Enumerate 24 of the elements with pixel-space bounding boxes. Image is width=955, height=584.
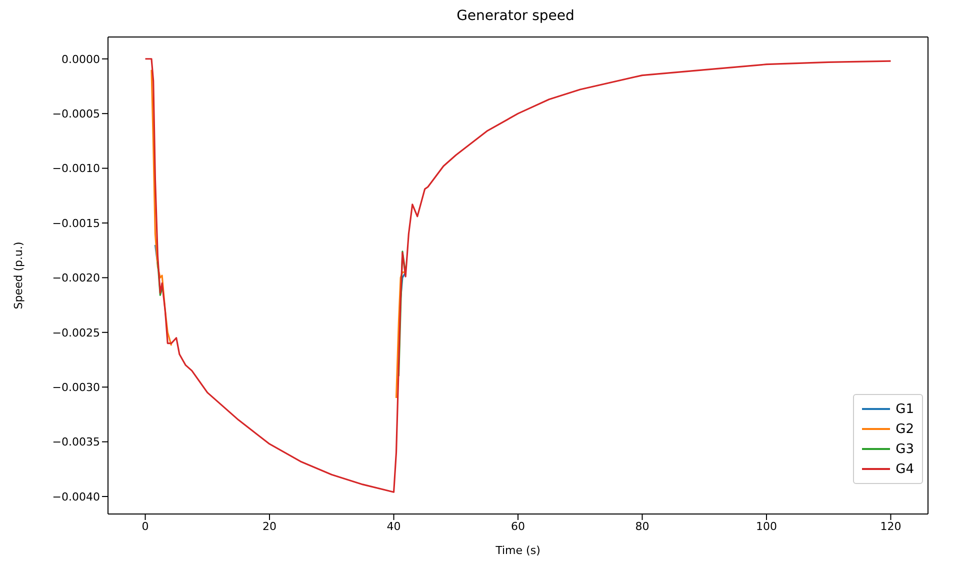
legend-label: G3	[896, 442, 914, 456]
x-tick-label: 60	[511, 520, 525, 533]
y-tick-label: 0.0000	[62, 52, 100, 66]
x-tick-label: 20	[262, 520, 277, 533]
x-axis-title: Time (s)	[494, 544, 540, 557]
y-tick-label: −0.0010	[52, 162, 100, 176]
y-tick-label: −0.0030	[52, 380, 100, 394]
x-tick-label: 100	[756, 520, 777, 533]
y-tick-label: −0.0020	[52, 272, 100, 285]
chart-title: Generator speed	[456, 8, 576, 26]
x-tick-label: 80	[635, 520, 650, 533]
legend-label: G4	[896, 462, 914, 476]
line-series	[144, 58, 892, 493]
y-tick-label: −0.0015	[52, 216, 100, 230]
y-tick-label: −0.0025	[52, 326, 100, 340]
y-tick-label: −0.0040	[52, 490, 100, 504]
x-tick-label: 0	[142, 520, 149, 533]
legend-label: G1	[896, 402, 914, 416]
x-tick-label: 120	[880, 520, 902, 533]
y-tick-label: −0.0005	[52, 107, 100, 120]
legend-label: G2	[896, 422, 914, 436]
y-tick-label: −0.0035	[52, 436, 100, 449]
x-tick-label: 40	[386, 520, 401, 533]
y-axis-title: Speed (p.u.)	[12, 242, 25, 310]
